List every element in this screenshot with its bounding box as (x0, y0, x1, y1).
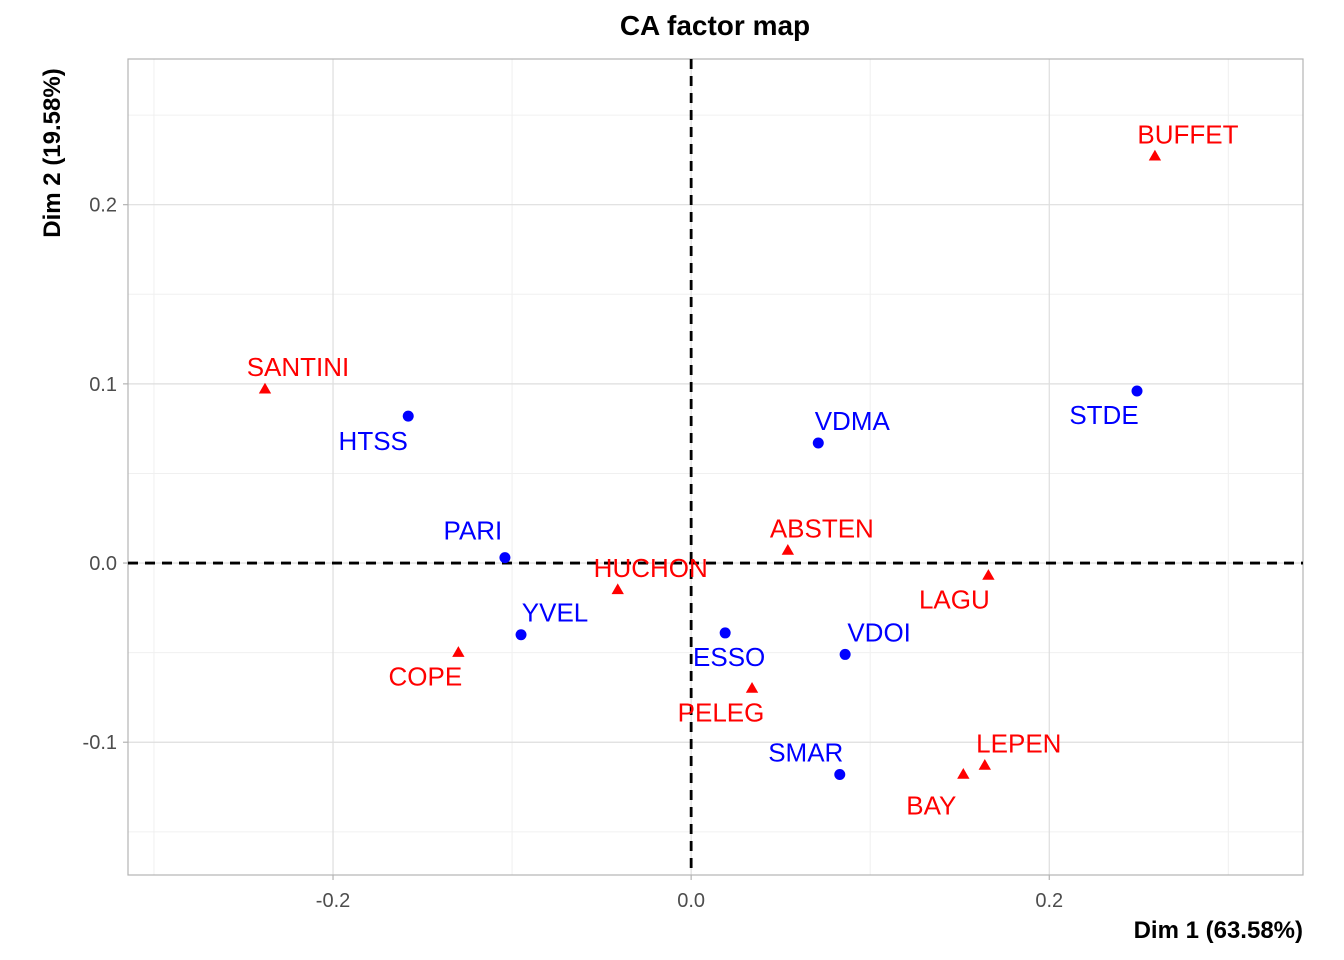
point-stde (1131, 385, 1143, 397)
label-absten: ABSTEN (770, 513, 874, 543)
point-yvel (515, 629, 527, 641)
y-tick-label: 0.2 (89, 195, 117, 217)
point-labels: HTSS PARI YVEL ESSO VDOI VDMA SMAR STDE SANTINI C… (247, 119, 1239, 820)
point-absten (781, 543, 795, 555)
point-esso (719, 627, 731, 639)
label-bay: BAY (906, 790, 956, 820)
label-peleg: PELEG (678, 697, 765, 727)
label-huchon: HUCHON (594, 553, 708, 583)
point-buffet (1148, 149, 1162, 161)
y-tick-label: 0.0 (89, 553, 117, 575)
label-lagu: LAGU (919, 585, 990, 615)
data-points (258, 149, 1162, 780)
point-santini (258, 382, 272, 394)
point-htss (402, 410, 414, 422)
plot-panel (127, 58, 1304, 876)
label-santini: SANTINI (247, 352, 350, 382)
point-smar (834, 768, 846, 780)
point-cope (452, 646, 465, 657)
label-stde: STDE (1069, 400, 1138, 430)
point-huchon (611, 583, 624, 595)
label-lepen: LEPEN (976, 729, 1061, 759)
chart-title: CA factor map (620, 10, 810, 41)
point-bay (957, 767, 970, 779)
point-vdoi (839, 648, 851, 660)
y-axis-title: Dim 2 (19.58%) (39, 68, 66, 237)
label-cope: COPE (389, 662, 463, 692)
point-peleg (745, 681, 759, 693)
x-tick-label: 0.0 (677, 890, 705, 912)
label-vdoi: VDOI (847, 617, 911, 647)
tick-labels: -0.2 0.0 0.2 -0.1 0.0 0.1 0.2 (83, 195, 1064, 912)
label-buffet: BUFFET (1137, 119, 1238, 149)
label-vdma: VDMA (815, 406, 891, 436)
point-pari (499, 552, 511, 564)
y-tick-label: -0.1 (83, 732, 117, 754)
label-smar: SMAR (768, 737, 843, 767)
x-axis-title: Dim 1 (63.58%) (1134, 917, 1303, 944)
label-pari: PARI (444, 516, 503, 546)
point-lepen (978, 759, 991, 770)
reference-lines (128, 59, 1303, 875)
point-vdma (812, 437, 824, 449)
grid-lines (128, 59, 1303, 875)
point-lagu (982, 569, 995, 580)
label-esso: ESSO (693, 642, 765, 672)
label-htss: HTSS (339, 426, 408, 456)
label-yvel: YVEL (522, 598, 589, 628)
x-tick-label: -0.2 (316, 890, 350, 912)
x-tick-label: 0.2 (1035, 890, 1063, 912)
y-tick-label: 0.1 (89, 374, 117, 396)
